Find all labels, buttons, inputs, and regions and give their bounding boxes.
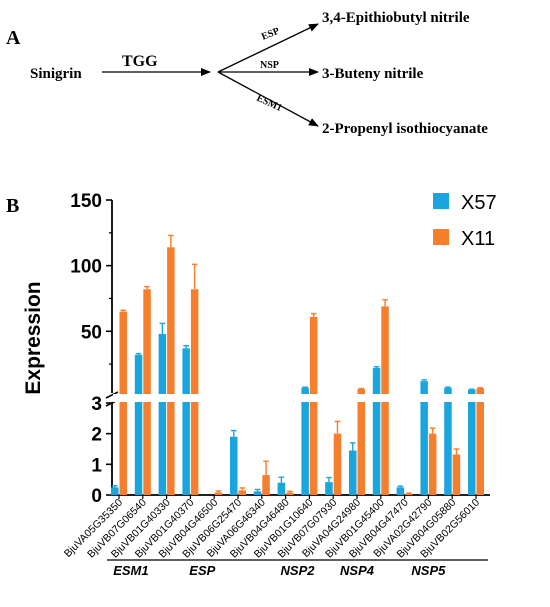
bar-x57: [230, 436, 238, 495]
bar-x11: [452, 454, 461, 495]
bar-x57: [253, 491, 262, 495]
y-upper-tick-label: 150: [70, 191, 102, 212]
bar-x57: [349, 450, 357, 495]
bar-x57: [372, 368, 381, 495]
bar-x57: [420, 381, 428, 495]
group-label: NSP4: [340, 563, 375, 578]
product-propenyl-isothiocyanate: 2-Propenyl isothiocyanate: [322, 121, 488, 137]
legend-swatch-x11: [433, 229, 449, 245]
esp-arrow: [217, 23, 319, 73]
bar-x11: [405, 493, 413, 495]
bar-x11: [357, 389, 365, 495]
bar-x11: [333, 433, 342, 495]
product-epithiobutyl-nitrile: 3,4-Epithiobutyl nitrile: [322, 10, 470, 26]
panel-a-label: A: [6, 27, 21, 49]
bar-x57: [158, 333, 167, 495]
axis-break-gap: [113, 394, 491, 402]
bar-x11: [119, 311, 127, 495]
bar-x11: [190, 289, 199, 495]
bar-x57: [301, 387, 309, 495]
panel-b-label: B: [6, 195, 19, 217]
bar-x11: [286, 492, 294, 495]
group-label: ESP: [189, 563, 215, 578]
esp-enzyme-label: ESP: [260, 26, 281, 43]
y-lower-tick-label: 0: [91, 486, 102, 507]
group-label: ESM1: [113, 563, 148, 578]
esm1-enzyme-label: ESM1: [255, 93, 284, 114]
legend-swatch-x57: [433, 193, 449, 209]
tgg-enzyme-label: TGG: [122, 53, 158, 70]
group-label: NSP5: [411, 563, 446, 578]
panel-a: A Sinigrin TGG ESP NSP ESM1 3,4-Epithiob…: [6, 10, 488, 137]
bar-x57: [277, 482, 286, 495]
bar-x57: [444, 387, 452, 495]
bar-x57: [396, 487, 405, 495]
esm1-arrow: [217, 71, 319, 127]
bar-x11: [143, 289, 151, 495]
nsp-enzyme-label: NSP: [260, 60, 279, 71]
bar-x11: [309, 316, 318, 495]
bar-x11: [238, 490, 246, 495]
bar-x11: [214, 492, 223, 495]
product-buteny-nitrile: 3-Buteny nitrile: [322, 66, 424, 82]
legend-label-x11: X11: [461, 228, 495, 250]
y-lower-tick-label: 3: [91, 394, 102, 415]
y-lower-tick-label: 2: [91, 425, 102, 446]
bar-x57: [182, 348, 190, 495]
bar-x11: [167, 247, 175, 495]
bar-x57: [325, 482, 333, 495]
bar-x11: [476, 388, 484, 495]
bar-x57: [111, 487, 119, 495]
substrate-label: Sinigrin: [30, 66, 82, 82]
axis-break-mark: [105, 391, 119, 399]
y-lower-tick-label: 1: [91, 455, 102, 476]
y-upper-tick-label: 50: [81, 322, 102, 343]
bar-x57: [468, 389, 476, 495]
bar-x57: [134, 354, 143, 495]
y-axis-label: Expression: [22, 281, 45, 394]
bar-x11: [428, 433, 437, 495]
group-label: NSP2: [281, 563, 316, 578]
bar-chart: 012350100150BjuVA05G35350BjuVB07G06540Bj…: [62, 191, 497, 578]
bar-x11: [262, 475, 270, 495]
legend-label-x57: X57: [461, 192, 497, 214]
y-upper-tick-label: 100: [70, 257, 102, 278]
